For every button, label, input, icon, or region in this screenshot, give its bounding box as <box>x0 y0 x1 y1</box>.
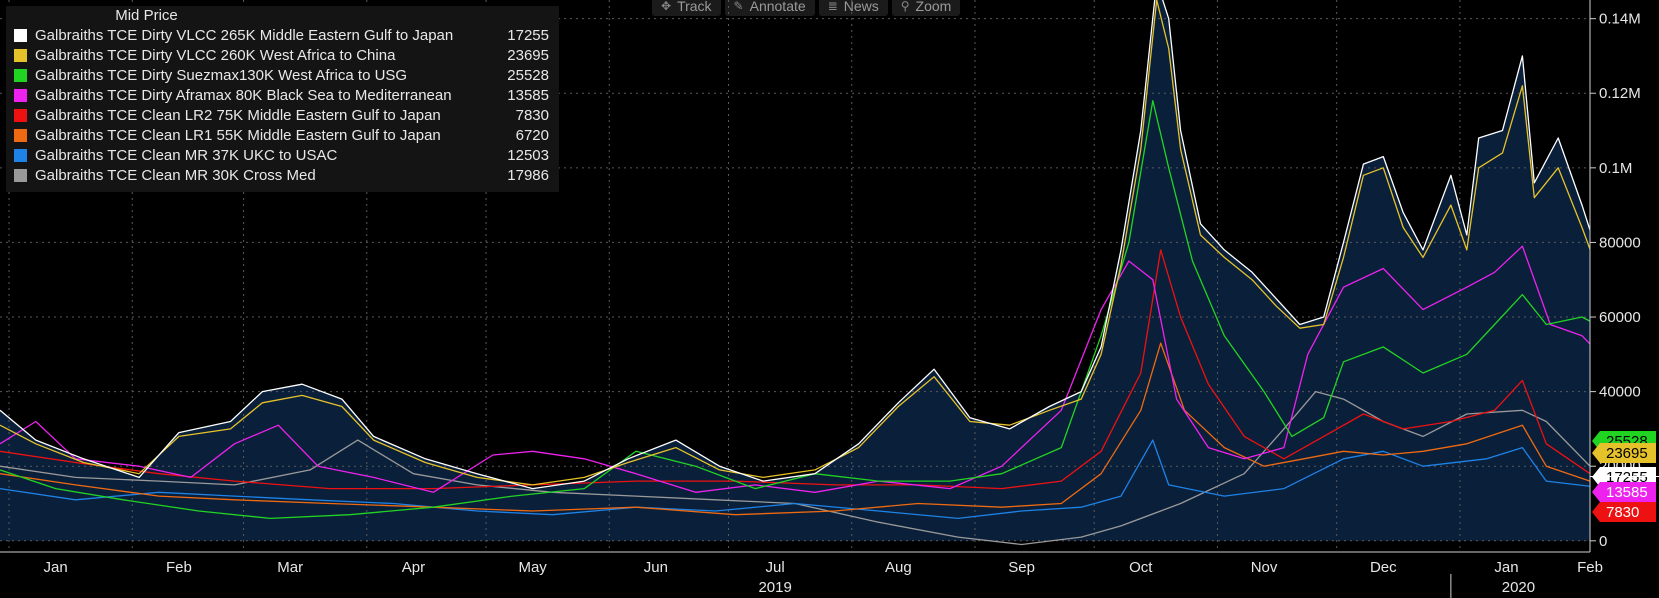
legend-value: 17986 <box>507 166 549 184</box>
news-button[interactable]: ≣ News <box>818 0 888 16</box>
pencil-icon: ✎ <box>733 0 744 13</box>
last-value-tag-4 <box>1592 502 1656 522</box>
series-line-6 <box>0 439 1659 520</box>
legend-item[interactable]: Galbraiths TCE Clean MR 30K Cross Med 179… <box>6 165 559 185</box>
legend-value: 17255 <box>507 26 549 44</box>
last-value-label-0: 17255 <box>1606 469 1648 486</box>
chart-toolbar: ✥ Track ✎ Annotate ≣ News ⚲ Zoom <box>652 0 961 16</box>
legend-item[interactable]: Galbraiths TCE Clean LR2 75K Middle East… <box>6 105 559 125</box>
annotate-button[interactable]: ✎ Annotate <box>724 0 815 16</box>
y-tick-label-7: 0.14M <box>1599 11 1641 28</box>
legend-swatch <box>14 48 27 62</box>
x-tick-label-6: Jul <box>766 559 785 576</box>
legend-label: Galbraiths TCE Dirty Aframax 80K Black S… <box>35 86 452 104</box>
legend-item[interactable]: Galbraiths TCE Dirty Suezmax130K West Af… <box>6 65 559 85</box>
year-label-1: 2020 <box>1502 579 1535 596</box>
news-icon: ≣ <box>827 0 838 13</box>
x-tick-label-8: Sep <box>1008 559 1035 576</box>
crosshair-icon: ✥ <box>661 0 672 13</box>
legend-label: Galbraiths TCE Clean MR 30K Cross Med <box>35 166 316 184</box>
area-fill <box>0 0 1659 541</box>
y-tick-label-0: 0 <box>1599 533 1607 550</box>
series-line-1 <box>0 0 1659 486</box>
x-tick-label-4: May <box>518 559 547 576</box>
last-value-label-3: 13585 <box>1606 484 1648 501</box>
legend-item[interactable]: Galbraiths TCE Dirty VLCC 265K Middle Ea… <box>6 25 559 45</box>
legend-label: Galbraiths TCE Dirty Suezmax130K West Af… <box>35 66 408 84</box>
legend-swatch <box>14 108 27 122</box>
magnifier-icon: ⚲ <box>900 0 910 13</box>
series-line-0 <box>0 0 1659 490</box>
x-tick-label-3: Apr <box>402 559 425 576</box>
legend-item[interactable]: Galbraiths TCE Dirty Aframax 80K Black S… <box>6 85 559 105</box>
last-value-label-1: 23695 <box>1606 445 1648 462</box>
legend-swatch <box>14 128 27 142</box>
x-tick-label-13: Feb <box>1577 559 1603 576</box>
legend-label: Galbraiths TCE Clean LR2 75K Middle East… <box>35 106 441 124</box>
legend-value: 12503 <box>507 146 549 164</box>
x-tick-label-1: Feb <box>166 559 192 576</box>
legend-item[interactable]: Galbraiths TCE Clean MR 37K UKC to USAC 1… <box>6 145 559 165</box>
legend-label: Galbraiths TCE Dirty VLCC 265K Middle Ea… <box>35 26 454 44</box>
news-label: News <box>843 0 879 14</box>
zoom-label: Zoom <box>915 0 952 14</box>
y-tick-label-4: 80000 <box>1599 234 1641 251</box>
x-tick-label-9: Oct <box>1129 559 1153 576</box>
x-axis-bg <box>0 552 1659 598</box>
series-line-4 <box>0 249 1659 500</box>
x-tick-label-11: Dec <box>1370 559 1397 576</box>
legend-swatch <box>14 168 27 182</box>
legend-swatch <box>14 148 27 162</box>
year-label-0: 2019 <box>758 579 791 596</box>
legend-value: 23695 <box>507 46 549 64</box>
x-tick-label-2: Mar <box>277 559 303 576</box>
y-tick-label-5: 0.1M <box>1599 160 1632 177</box>
x-tick-label-7: Aug <box>885 559 912 576</box>
legend-value: 6720 <box>515 126 549 144</box>
track-button[interactable]: ✥ Track <box>652 0 721 16</box>
series-line-7 <box>0 390 1659 546</box>
legend-label: Galbraiths TCE Dirty VLCC 260K West Afri… <box>35 46 396 64</box>
legend-value: 25528 <box>507 66 549 84</box>
last-value-tag-1 <box>1592 443 1656 463</box>
legend-swatch <box>14 88 27 102</box>
x-tick-label-12: Jan <box>1494 559 1518 576</box>
y-tick-label-3: 60000 <box>1599 309 1641 326</box>
legend-value: 13585 <box>507 86 549 104</box>
last-value-label-4: 7830 <box>1606 504 1639 521</box>
legend-label: Galbraiths TCE Clean LR1 55K Middle East… <box>35 126 441 144</box>
y-tick-label-6: 0.12M <box>1599 85 1641 102</box>
legend-label: Galbraiths TCE Clean MR 37K UKC to USAC <box>35 146 338 164</box>
y-tick-label-2: 40000 <box>1599 384 1641 401</box>
zoom-button[interactable]: ⚲ Zoom <box>891 0 961 16</box>
x-tick-label-5: Jun <box>644 559 668 576</box>
series-line-3 <box>0 245 1659 493</box>
chart-legend: Mid Price Galbraiths TCE Dirty VLCC 265K… <box>6 6 559 192</box>
annotate-label: Annotate <box>749 0 806 14</box>
track-label: Track <box>677 0 712 14</box>
legend-title: Mid Price <box>115 7 178 24</box>
x-tick-label-0: Jan <box>44 559 68 576</box>
series-line-2 <box>0 100 1659 520</box>
legend-value: 7830 <box>515 106 549 124</box>
legend-item[interactable]: Galbraiths TCE Clean LR1 55K Middle East… <box>6 125 559 145</box>
legend-swatch <box>14 28 27 42</box>
legend-item[interactable]: Galbraiths TCE Dirty VLCC 260K West Afri… <box>6 45 559 65</box>
legend-swatch <box>14 68 27 82</box>
x-tick-label-10: Nov <box>1251 559 1278 576</box>
last-value-tag-3 <box>1592 482 1656 502</box>
